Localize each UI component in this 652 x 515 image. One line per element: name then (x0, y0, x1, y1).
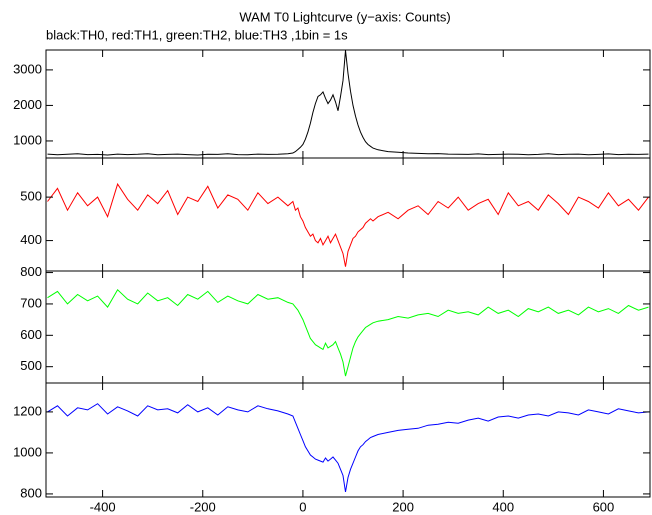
y-tick-label: 400 (20, 232, 42, 247)
x-tick-label: -200 (190, 499, 216, 514)
y-tick-label: 2000 (13, 97, 42, 112)
y-tick-label: 1000 (13, 132, 42, 147)
x-tick-label: 0 (299, 499, 306, 514)
series-line (47, 50, 649, 156)
x-tick-label: 600 (593, 499, 615, 514)
y-tick-label: 500 (20, 189, 42, 204)
y-tick-label: 600 (20, 327, 42, 342)
series-line (47, 289, 649, 377)
chart-title: WAM T0 Lightcurve (y−axis: Counts) (239, 9, 450, 24)
y-tick-label: 1000 (13, 444, 42, 459)
panel-frame (45, 49, 651, 159)
y-tick-label: 800 (20, 485, 42, 500)
y-tick-label: 3000 (13, 61, 42, 76)
panel-frame (45, 382, 651, 498)
series-line (47, 182, 649, 267)
x-tick-label: 200 (392, 499, 414, 514)
y-tick-label: 800 (20, 264, 42, 279)
y-tick-label: 700 (20, 295, 42, 310)
series-line (47, 403, 649, 492)
x-tick-label: -400 (90, 499, 116, 514)
chart-subtitle: black:TH0, red:TH1, green:TH2, blue:TH3 … (46, 27, 348, 42)
x-tick-label: 400 (492, 499, 514, 514)
y-tick-label: 500 (20, 358, 42, 373)
y-tick-label: 1200 (13, 403, 42, 418)
